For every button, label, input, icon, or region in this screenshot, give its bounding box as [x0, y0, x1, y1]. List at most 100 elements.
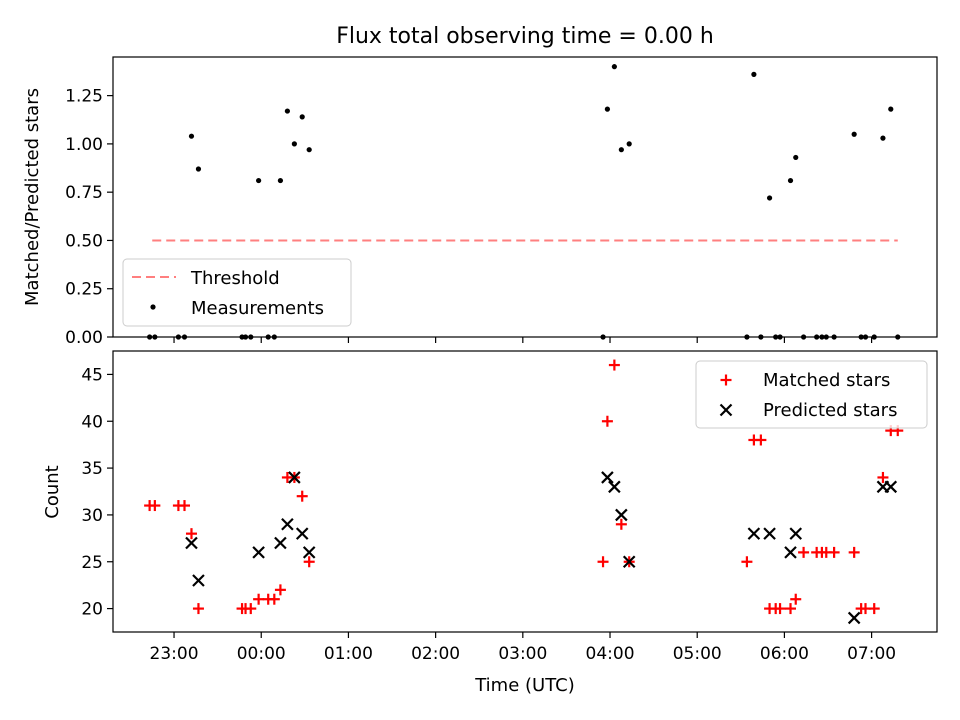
- predicted-star-point: [784, 546, 797, 559]
- matched-star-point: [608, 359, 620, 371]
- x-tick-label: 02:00: [411, 644, 460, 664]
- predicted-star-point: [281, 518, 294, 531]
- top-legend-box: [122, 258, 352, 327]
- measurement-point: [284, 108, 290, 114]
- top-panel: 0.00 0.25 0.50 0.75 1.00 1.25 Matched/Predict…: [22, 56, 938, 348]
- measurement-point: [195, 166, 202, 172]
- matched-star-point: [785, 603, 797, 615]
- top-y-axis-label: Matched/Predicted stars: [22, 88, 43, 306]
- matched-star-point: [755, 434, 767, 446]
- predicted-star-point: [847, 611, 861, 625]
- predicted-star-point: [622, 555, 636, 569]
- measurement-point: [787, 177, 794, 184]
- matched-star-point: [848, 546, 860, 558]
- matched-star-point: [597, 556, 609, 568]
- measurement-point: [851, 131, 857, 137]
- predicted-star-point: [295, 527, 309, 540]
- legend-threshold-label: Threshold: [190, 268, 280, 289]
- predicted-star-point: [274, 536, 287, 550]
- matched-star-point: [268, 593, 280, 605]
- bottom-legend: Matched stars Predicted stars: [695, 360, 928, 429]
- bottom-y-tick-label: 20: [81, 600, 103, 620]
- predicted-star-point: [288, 471, 301, 484]
- measurement-point: [618, 147, 624, 153]
- x-tick-label: 00:00: [237, 644, 286, 664]
- x-tick-label: 01:00: [324, 644, 373, 664]
- top-legend: Threshold Measurements: [122, 258, 352, 327]
- matched-star-point: [303, 556, 315, 568]
- legend-matched-marker: [720, 374, 732, 386]
- predicted-star-point: [747, 527, 761, 540]
- bottom-y-tick-label: 45: [81, 365, 103, 385]
- top-y-tick-label: 0.25: [65, 280, 103, 300]
- bottom-legend-box: [695, 360, 928, 429]
- matched-star-point: [798, 546, 810, 558]
- measurement-point: [306, 147, 312, 153]
- bottom-y-tick-label: 40: [81, 412, 103, 432]
- matched-star-point: [615, 518, 627, 530]
- top-x-ticks: [173, 337, 873, 343]
- matched-star-point: [245, 603, 257, 615]
- bottom-y-tick-label: 25: [81, 553, 103, 573]
- measurement-point: [611, 64, 617, 70]
- predicted-star-point: [884, 480, 898, 494]
- measurement-point: [277, 177, 284, 184]
- predicted-star-point: [302, 546, 316, 559]
- measurement-point: [751, 71, 757, 77]
- x-tick-label: 04:00: [586, 644, 635, 664]
- x-axis-label: Time (UTC): [474, 675, 575, 696]
- top-y-tick-label: 1.25: [65, 87, 103, 107]
- legend-predicted-label: Predicted stars: [763, 400, 897, 421]
- bottom-axes-frame: [112, 350, 938, 633]
- measurement-point: [256, 177, 262, 184]
- measurement-point: [888, 106, 894, 112]
- legend-predicted-swatch: [719, 403, 733, 417]
- measurement-point: [604, 106, 611, 112]
- predicted-star-point: [185, 536, 198, 550]
- matched-star-point: [741, 556, 753, 568]
- legend-measurements-swatch: [150, 304, 156, 310]
- measurements-layer: [147, 64, 901, 340]
- predicted-star-point: [601, 471, 614, 484]
- top-axes-frame: [112, 56, 938, 338]
- x-tick-label: 03:00: [498, 644, 547, 664]
- measurement-point: [880, 135, 886, 141]
- x-tick-label: 05:00: [673, 644, 722, 664]
- x-tick-label: 07:00: [847, 644, 896, 664]
- bottom-panel: 20 25 30 35 40 45 23:00 00:00 01:00 02:00 03:00 04…: [42, 350, 938, 696]
- matched-star-point: [253, 593, 265, 605]
- predicted-stars-layer: [185, 471, 898, 625]
- measurement-point: [291, 141, 297, 147]
- x-tick-label: 06:00: [760, 644, 809, 664]
- top-y-tick-label: 1.00: [65, 135, 103, 155]
- bottom-y-tick-label: 30: [81, 506, 103, 526]
- top-y-tick-label: 0.50: [65, 231, 103, 251]
- legend-matched-label: Matched stars: [763, 370, 890, 391]
- top-y-tick-label: 0.75: [65, 183, 103, 203]
- bottom-y-tick-label: 35: [81, 459, 103, 479]
- legend-measurements-label: Measurements: [191, 298, 324, 319]
- measurement-point: [626, 141, 632, 147]
- matched-star-point: [601, 415, 613, 427]
- measurement-point: [766, 195, 773, 201]
- legend-matched-swatch: [720, 374, 732, 386]
- matched-star-point: [274, 584, 286, 596]
- matched-star-point: [296, 490, 308, 502]
- measurement-point: [299, 114, 305, 120]
- predicted-star-point: [615, 508, 628, 522]
- matched-star-point: [179, 500, 191, 512]
- predicted-star-point: [763, 527, 776, 540]
- legend-predicted-marker: [719, 403, 733, 417]
- matched-star-point: [149, 500, 161, 512]
- matched-star-point: [868, 603, 880, 615]
- x-tick-label: 23:00: [150, 644, 199, 664]
- matched-star-point: [185, 528, 197, 540]
- top-y-tick-label: 0.00: [65, 328, 103, 348]
- predicted-star-point: [789, 527, 803, 540]
- bottom-y-axis-label: Count: [42, 465, 63, 518]
- top-y-ticks: 0.00 0.25 0.50 0.75 1.00 1.25: [65, 87, 113, 348]
- matched-star-point: [790, 593, 802, 605]
- matched-star-point: [828, 546, 840, 558]
- bottom-x-ticks: 23:00 00:00 01:00 02:00 03:00 04:00 05:00 06:00…: [150, 632, 896, 664]
